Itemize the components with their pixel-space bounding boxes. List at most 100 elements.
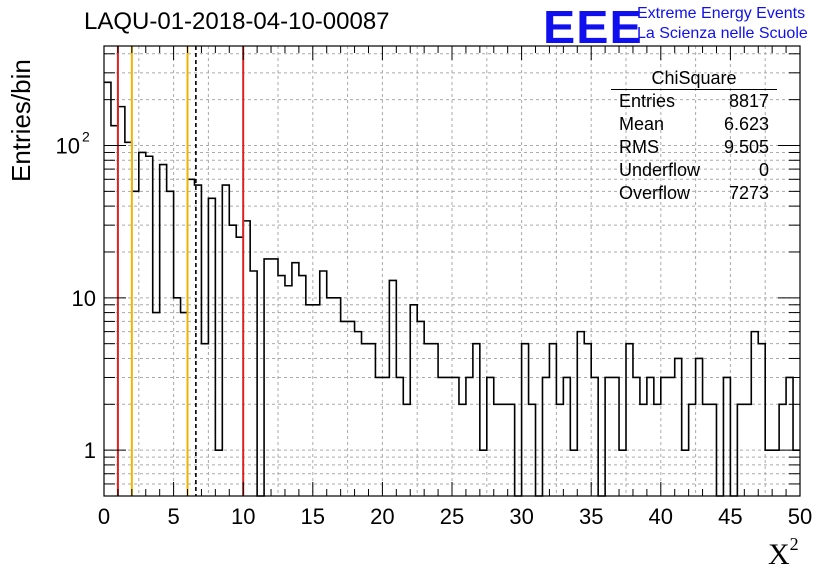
histogram-bin bbox=[174, 298, 181, 496]
histogram-bin bbox=[215, 450, 222, 496]
stats-value: 7273 bbox=[728, 183, 769, 203]
histogram-bin bbox=[529, 404, 536, 496]
histogram-bin bbox=[508, 404, 515, 496]
stats-label: Overflow bbox=[619, 183, 691, 203]
histogram-bin bbox=[236, 237, 243, 496]
histogram-bin bbox=[285, 286, 292, 496]
x-axis-label: X2 bbox=[768, 534, 799, 572]
histogram-bin bbox=[737, 404, 744, 496]
histogram-bin bbox=[327, 298, 334, 496]
x-tick-label: 15 bbox=[301, 504, 325, 529]
stats-label: Underflow bbox=[619, 160, 701, 180]
histogram-bin bbox=[675, 358, 682, 496]
histogram-bin bbox=[341, 321, 348, 496]
x-tick-label: 35 bbox=[579, 504, 603, 529]
histogram-bin bbox=[689, 404, 696, 496]
x-tick-label: 20 bbox=[370, 504, 394, 529]
histogram-bin bbox=[167, 191, 174, 496]
histogram-bin bbox=[619, 450, 626, 496]
histogram-bin bbox=[591, 377, 598, 496]
histogram-bin bbox=[549, 344, 556, 496]
histogram-bin bbox=[473, 344, 480, 496]
histogram-bin bbox=[362, 344, 369, 496]
histogram-layer bbox=[104, 81, 800, 497]
histogram-bin bbox=[132, 191, 139, 496]
histogram-bin bbox=[410, 305, 417, 496]
histogram-bin bbox=[487, 377, 494, 496]
histogram-bin bbox=[501, 404, 508, 496]
histogram-bin bbox=[243, 221, 250, 496]
y-tick-label: 10 bbox=[72, 286, 96, 311]
histogram-bin bbox=[146, 156, 153, 496]
chart-title: LAQU-01-2018-04-10-00087 bbox=[84, 8, 390, 35]
stats-value: 9.505 bbox=[723, 137, 769, 157]
x-tick-label: 30 bbox=[509, 504, 533, 529]
histogram-bin bbox=[445, 377, 452, 496]
histogram-bin bbox=[723, 377, 730, 496]
histogram-bin bbox=[459, 404, 466, 496]
histogram-bin bbox=[577, 332, 584, 496]
histogram-bin bbox=[431, 344, 438, 496]
histogram-bin bbox=[522, 344, 529, 496]
histogram-bin bbox=[278, 276, 285, 496]
histogram-bin bbox=[696, 358, 703, 496]
histogram-bin bbox=[264, 259, 271, 496]
eee-logo: EEE bbox=[543, 1, 643, 53]
histogram-bin bbox=[647, 377, 654, 496]
histogram-bin bbox=[744, 404, 751, 496]
histogram-bin bbox=[348, 321, 355, 496]
histogram-bin bbox=[139, 152, 146, 496]
histogram-bin bbox=[563, 377, 570, 496]
histogram-bin bbox=[758, 344, 765, 496]
x-tick-label: 40 bbox=[649, 504, 673, 529]
histogram-bin bbox=[612, 377, 619, 496]
histogram-bin bbox=[403, 404, 410, 496]
histogram-bin bbox=[494, 404, 501, 496]
histogram-bin bbox=[382, 377, 389, 496]
histogram-bin bbox=[104, 82, 111, 496]
stats-value: 6.623 bbox=[723, 114, 769, 134]
histogram-bin bbox=[181, 313, 188, 496]
logo-caption: Extreme Energy Events La Scienza nelle S… bbox=[637, 4, 808, 44]
histogram-bin bbox=[480, 450, 487, 496]
y-tick-label: 1 bbox=[84, 438, 96, 463]
histogram-bin bbox=[222, 185, 229, 496]
histogram-bin bbox=[570, 450, 577, 496]
stats-value: 0 bbox=[758, 160, 769, 180]
histogram-bin bbox=[355, 332, 362, 496]
histogram-bin bbox=[417, 321, 424, 496]
grid-layer bbox=[104, 46, 800, 497]
histogram-bin bbox=[368, 344, 375, 496]
histogram-bin bbox=[320, 271, 327, 496]
histogram-bin bbox=[306, 305, 313, 496]
histogram-bin bbox=[208, 198, 215, 496]
histogram-bin bbox=[542, 377, 549, 496]
histogram-bin bbox=[271, 259, 278, 496]
x-tick-label: 0 bbox=[98, 504, 110, 529]
histogram-bin bbox=[229, 225, 236, 496]
histogram-bin bbox=[313, 305, 320, 496]
stats-row-entries: Entries 8817 bbox=[611, 90, 777, 113]
histogram-bin bbox=[654, 404, 661, 496]
y-tick-label-exponent: 2 bbox=[82, 128, 90, 144]
logo-caption-line2: La Scienza nelle Scuole bbox=[637, 25, 808, 42]
histogram-bin bbox=[605, 377, 612, 496]
marker-lines-layer bbox=[116, 46, 245, 496]
histogram-bin bbox=[466, 377, 473, 496]
histogram-bin bbox=[661, 377, 668, 496]
histogram-bin bbox=[292, 263, 299, 496]
histogram-bin bbox=[626, 344, 633, 496]
x-tick-label: 10 bbox=[231, 504, 255, 529]
stats-row-rms: RMS 9.505 bbox=[611, 136, 777, 159]
histogram-bin bbox=[334, 298, 341, 496]
histogram-bin bbox=[201, 344, 208, 496]
histogram-bin bbox=[396, 377, 403, 496]
histogram-bin bbox=[125, 142, 132, 496]
histogram-bin bbox=[452, 377, 459, 496]
logo-caption-line1: Extreme Energy Events bbox=[637, 5, 806, 22]
stats-row-underflow: Underflow 0 bbox=[611, 159, 777, 182]
histogram-bin bbox=[153, 313, 160, 496]
histogram-bin bbox=[556, 404, 563, 496]
stats-label: Mean bbox=[619, 114, 665, 134]
histogram-bin bbox=[751, 332, 758, 496]
